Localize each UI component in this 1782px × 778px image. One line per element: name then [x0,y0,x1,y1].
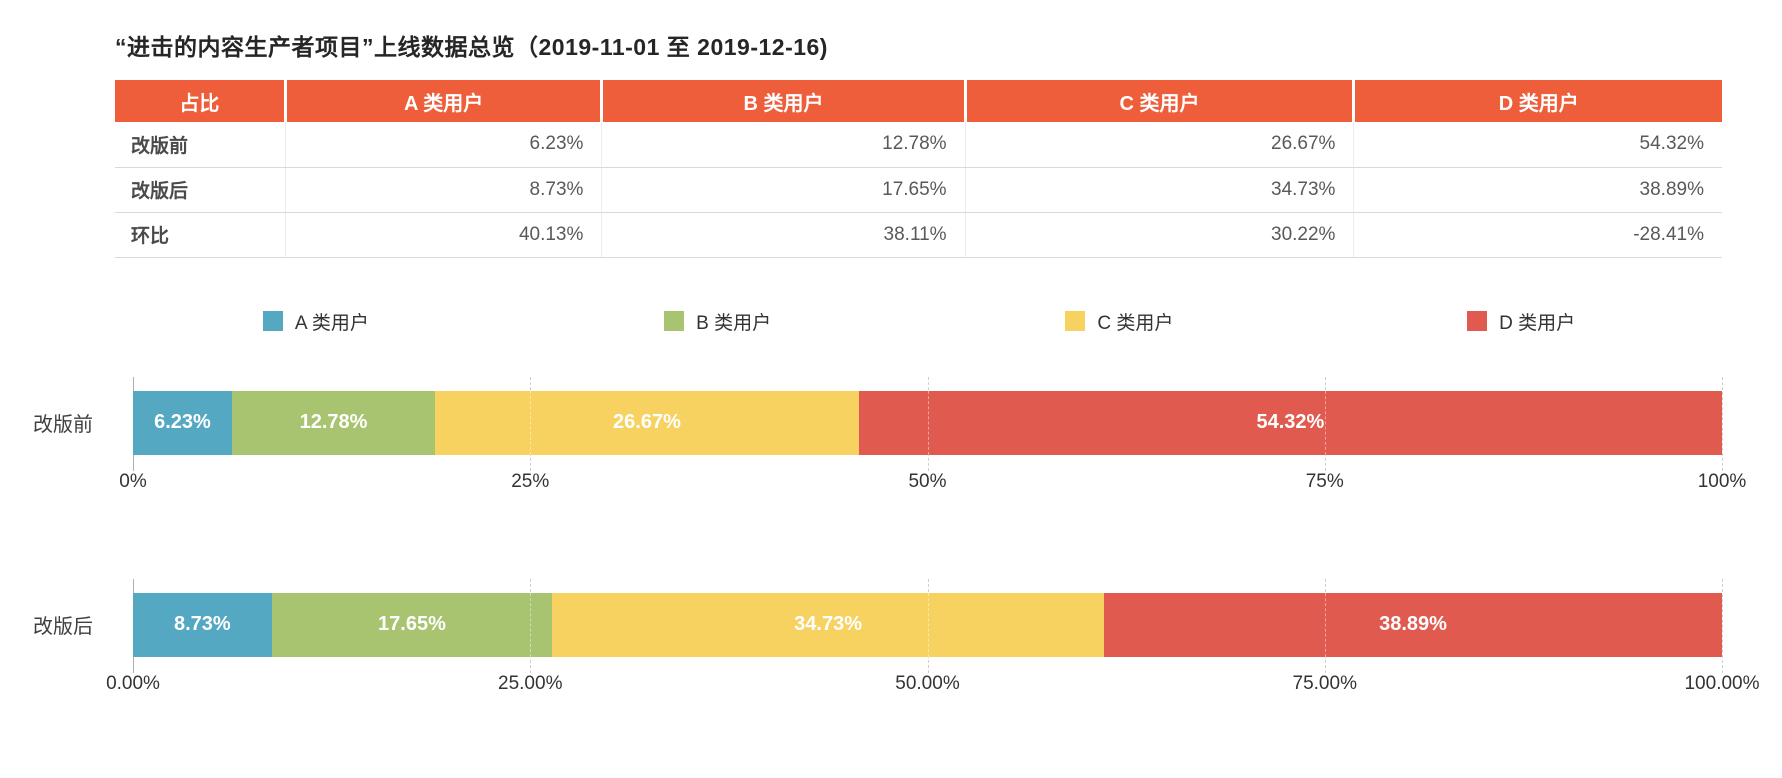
legend-item-user-a: A 类用户 [115,308,517,335]
cell-before-b: 12.78% [601,122,966,168]
chart-after-row: 改版后 8.73% 17.65% 34.73% [0,578,1723,673]
row-label-mom: 环比 [115,212,286,258]
segment-before-user-c: 26.67% [435,390,859,455]
row-label-after: 改版后 [115,167,286,213]
cell-mom-a: 40.13% [284,212,602,258]
table-row-mom: 环比 40.13% 38.11% 30.22% -28.41% [115,212,1722,258]
tick-25: 25% [511,470,550,492]
cell-before-c: 26.67% [964,122,1354,168]
cell-before-d: 54.32% [1353,122,1722,168]
cell-after-c: 34.73% [964,167,1354,213]
tick-0: 0% [119,470,147,492]
segment-after-user-d-value: 38.89% [1379,613,1447,635]
legend-label-user-a: A 类用户 [294,312,369,334]
segment-before-user-d-value: 54.32% [1256,411,1325,433]
tick-100: 100.00% [1684,672,1760,694]
row-label-before: 改版前 [115,122,286,168]
cell-after-a: 8.73% [284,167,602,213]
tick-25: 25.00% [498,672,563,694]
tick-75: 75.00% [1292,672,1357,694]
segment-before-user-a-value: 6.23% [154,411,211,433]
chart-before-label: 改版前 [33,414,93,436]
legend-swatch-user-d [1467,311,1488,331]
cell-before-a: 6.23% [284,122,602,168]
legend-swatch-user-b [664,311,685,331]
bar-gridline-25 [530,592,532,657]
table-header-user-b: B 类用户 [600,80,966,122]
legend-swatch-user-c [1065,311,1086,331]
legend-item-user-d: D 类用户 [1320,308,1722,335]
tick-50: 50.00% [895,672,960,694]
legend-item-user-c: C 类用户 [919,308,1321,335]
table-header-share: 占比 [115,80,286,122]
segment-after-user-b-value: 17.65% [378,613,446,635]
chart-after-label: 改版后 [33,616,93,638]
legend-label-user-c: C 类用户 [1097,312,1174,334]
chart-legend: A 类用户 B 类用户 C 类用户 D 类用户 [115,308,1722,335]
bar-gridline-25 [530,390,532,455]
cell-mom-d: -28.41% [1353,212,1722,258]
segment-before-user-c-value: 26.67% [613,411,681,433]
segment-after-user-d: 38.89% [1104,592,1722,657]
chart-after-axis: 0.00% 25.00% 50.00% 75.00% 100.00% [106,657,1759,699]
legend-swatch-user-a [262,311,283,331]
chart-before-plot: 6.23% 12.78% 26.67% 54.32% [133,376,1723,471]
table-row-after: 改版后 8.73% 17.65% 34.73% 38.89% [115,167,1722,213]
cell-after-d: 38.89% [1353,167,1722,213]
segment-after-user-c: 34.73% [552,592,1105,657]
bar-gridline-50 [927,592,929,657]
table-header-user-a: A 类用户 [283,80,602,122]
stacked-bar-chart-before: 改版前 6.23% 12.78% 26.67% [0,376,1746,497]
chart-before-bar: 6.23% 12.78% 26.67% 54.32% [133,390,1722,455]
cell-after-b: 17.65% [601,167,966,213]
segment-after-user-c-value: 34.73% [794,613,863,635]
tick-75: 75% [1305,470,1344,492]
table-row-before: 改版前 6.23% 12.78% 26.67% 54.32% [115,122,1722,168]
chart-before-axis: 0% 25% 50% 75% 100% [119,455,1746,497]
summary-table: 占比 A 类用户 B 类用户 C 类用户 D 类用户 改版前 6.23% 12.… [115,80,1722,258]
bar-gridline-75 [1324,390,1326,455]
legend-label-user-d: D 类用户 [1499,312,1576,334]
segment-before-user-d: 54.32% [858,390,1722,455]
segment-before-user-a: 6.23% [133,390,232,455]
gridline-100 [1722,578,1723,673]
page-title: “进击的内容生产者项目”上线数据总览（2019-11-01 至 2019-12-… [115,34,828,60]
tick-100: 100% [1697,470,1747,492]
segment-before-user-b: 12.78% [231,390,436,455]
cell-mom-c: 30.22% [964,212,1354,258]
chart-after-bar: 8.73% 17.65% 34.73% 38.89% [133,592,1722,657]
gridline-100 [1722,376,1723,471]
bar-gridline-50 [927,390,929,455]
segment-after-user-a: 8.73% [133,592,272,657]
stacked-bar-chart-after: 改版后 8.73% 17.65% 34.73% [0,578,1760,699]
segment-after-user-a-value: 8.73% [174,613,231,635]
table-header-user-c: C 类用户 [963,80,1354,122]
chart-after-plot: 8.73% 17.65% 34.73% 38.89% [133,578,1723,673]
report-page: “进击的内容生产者项目”上线数据总览（2019-11-01 至 2019-12-… [0,28,1782,778]
chart-before-row: 改版前 6.23% 12.78% 26.67% [0,376,1723,471]
table-header-user-d: D 类用户 [1352,80,1722,122]
tick-0: 0.00% [106,672,160,694]
segment-after-user-b: 17.65% [271,592,553,657]
segment-before-user-b-value: 12.78% [299,411,368,433]
tick-50: 50% [908,470,947,492]
table-header-row: 占比 A 类用户 B 类用户 C 类用户 D 类用户 [115,80,1722,122]
legend-label-user-b: B 类用户 [696,312,772,334]
bar-gridline-75 [1324,592,1326,657]
cell-mom-b: 38.11% [601,212,966,258]
legend-item-user-b: B 类用户 [517,308,919,335]
